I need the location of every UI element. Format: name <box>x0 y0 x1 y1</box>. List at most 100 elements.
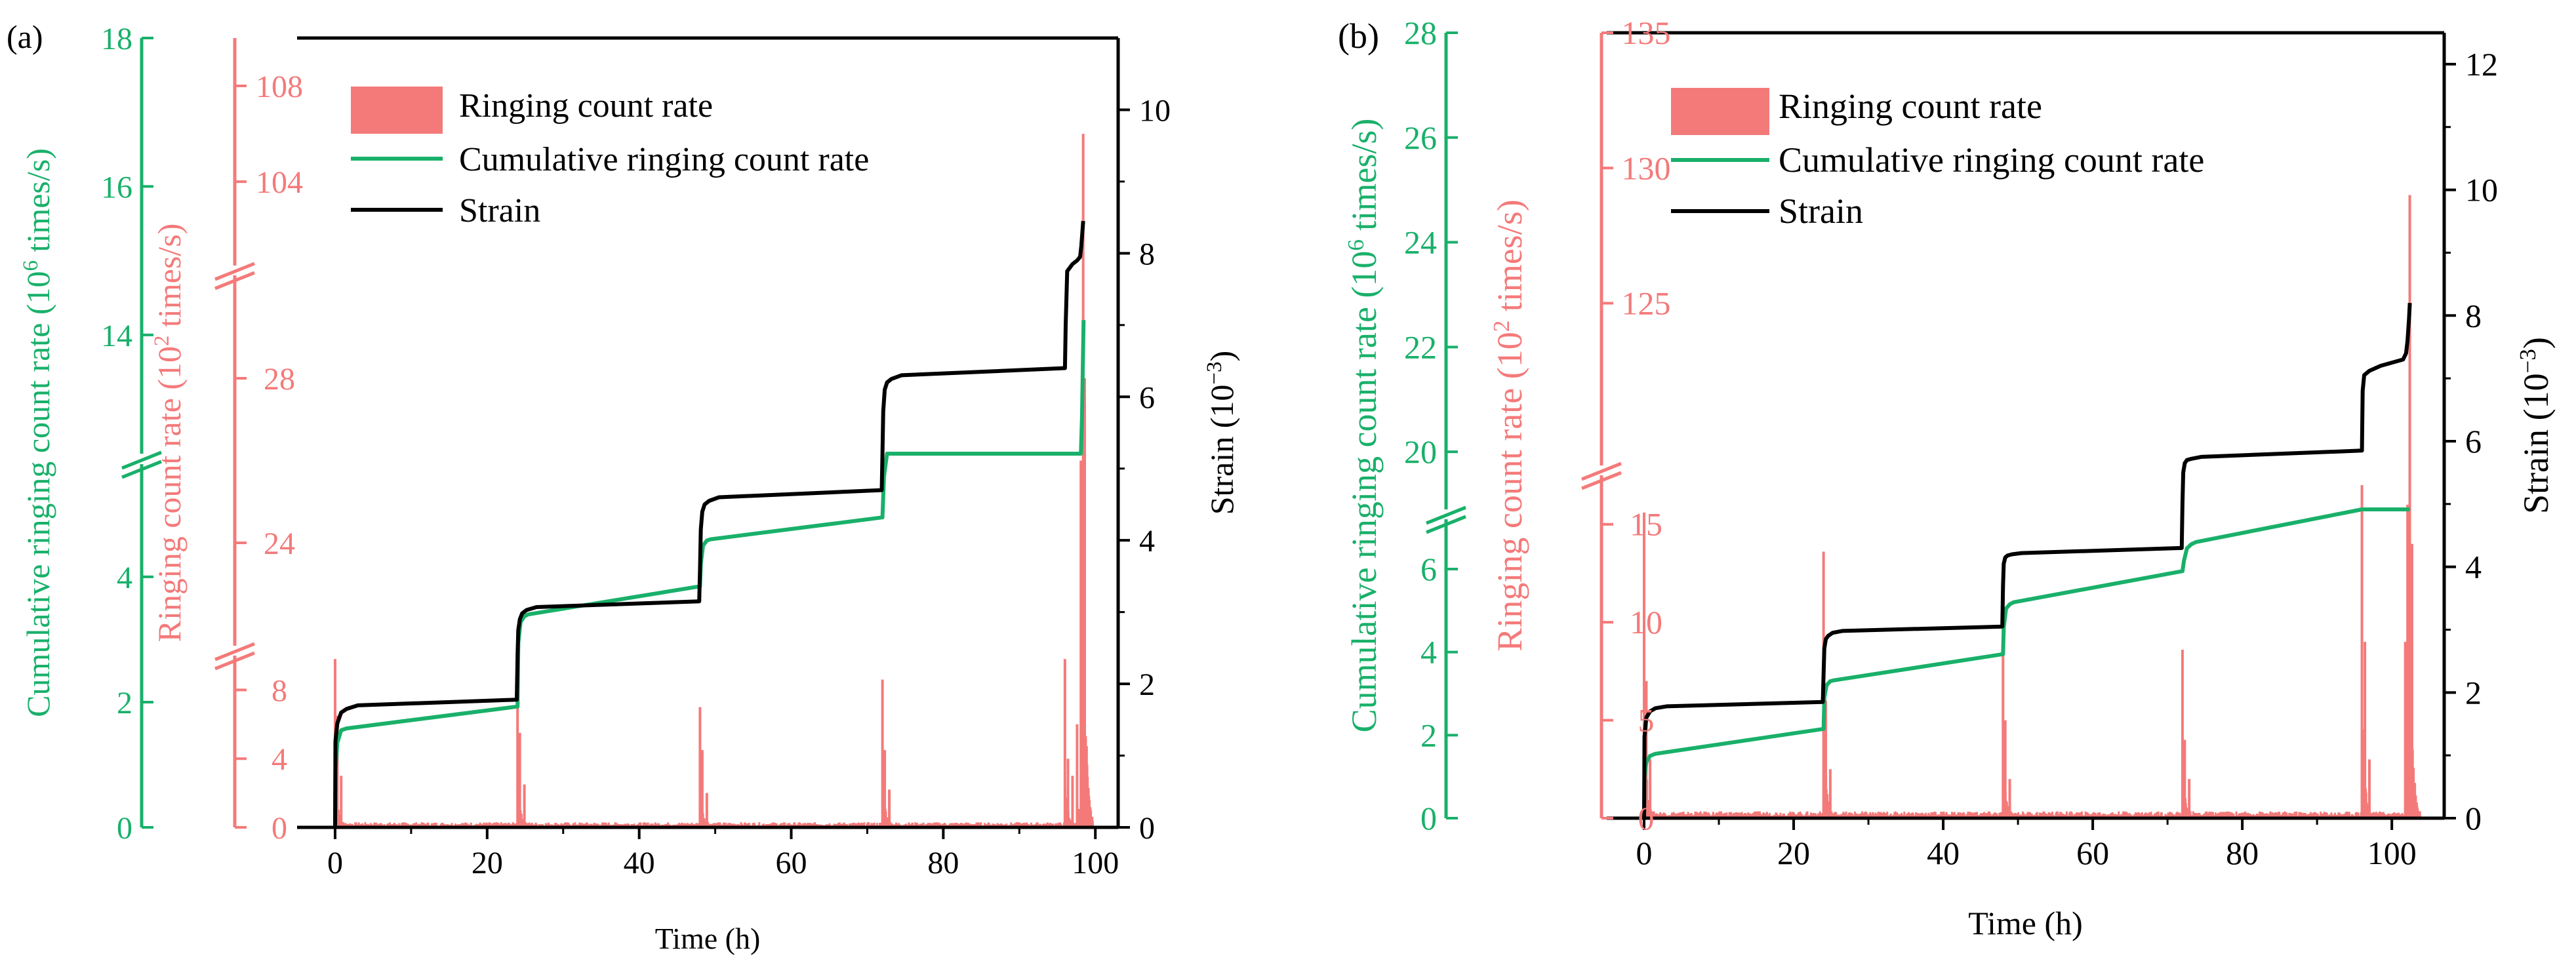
ringing-axis-label-sup: 2 <box>1489 321 1514 332</box>
strain-tick-label: 6 <box>1139 380 1155 415</box>
strain-axis-label: Strain (10−3) <box>2515 337 2556 514</box>
strain-series-line <box>333 220 1085 828</box>
strain-tick-label: 4 <box>2465 549 2482 585</box>
x-tick-label: 0 <box>1636 835 1653 871</box>
cumulative-axis-label-end: times/s) <box>20 148 56 260</box>
cumulative-axis-break <box>1426 505 1466 525</box>
ringing-tick-label: 0 <box>1638 800 1655 837</box>
cumulative-axis-label-sup: 6 <box>19 260 43 271</box>
ringing-tick-label: 8 <box>272 673 287 708</box>
strain-tick-label: 2 <box>2465 674 2482 711</box>
strain-tick-label: 6 <box>2465 423 2482 460</box>
strain-series-line <box>1642 302 2412 819</box>
legend: Ringing count rate Cumulative ringing cou… <box>1671 87 2204 231</box>
strain-tick-label: 0 <box>2465 800 2482 837</box>
cumulative-axis-label: Cumulative ringing count rate (106 times… <box>19 148 56 717</box>
ringing-axis-label-main: Ringing count rate (10 <box>1490 332 1529 651</box>
x-tick-label: 60 <box>776 846 807 880</box>
cumulative-tick-label: 18 <box>101 22 132 56</box>
cumulative-axis-break <box>121 450 162 470</box>
cumulative-tick-label: 4 <box>1420 634 1437 671</box>
ringing-tick-label: 125 <box>1622 285 1671 322</box>
ringing-tick-label: 4 <box>272 742 287 777</box>
strain-tick-label: 8 <box>1139 237 1155 271</box>
legend: Ringing count rate Cumulative ringing cou… <box>351 87 869 229</box>
ringing-axis-label-main: Ringing count rate (10 <box>151 346 188 642</box>
ringing-axis-label-end: times/s) <box>1490 199 1529 321</box>
x-tick-label: 0 <box>327 846 343 880</box>
x-tick-label: 40 <box>1927 835 1960 871</box>
cumulative-axis-break <box>1426 515 1466 534</box>
ringing-axis-break <box>214 271 255 290</box>
legend-swatch-ringing <box>1671 88 1769 135</box>
ringing-axis-break <box>1581 462 1622 481</box>
strain-tick-label: 0 <box>1139 811 1155 846</box>
x-tick-label: 100 <box>1072 846 1119 880</box>
cumulative-tick-label: 22 <box>1404 328 1437 365</box>
strain-axis-label-end: ) <box>1203 351 1240 362</box>
x-axis-label: Time (h) <box>1968 905 2083 941</box>
cumulative-tick-label: 0 <box>117 811 132 846</box>
legend-swatch-ringing <box>351 87 443 134</box>
ringing-tick-label: 10 <box>1630 604 1662 641</box>
ringing-series <box>1643 195 2421 818</box>
ringing-series <box>333 134 1094 827</box>
strain-tick-label: 10 <box>1139 93 1171 128</box>
strain-axis-label-end: ) <box>2516 337 2556 349</box>
panel-label: (b) <box>1338 16 1379 56</box>
x-tick-label: 80 <box>927 846 959 880</box>
ringing-axis-label: Ringing count rate (102 times/s) <box>1489 199 1530 651</box>
ringing-tick-label: 135 <box>1622 14 1671 51</box>
ringing-axis-break <box>214 262 255 281</box>
strain-tick-label: 4 <box>1139 524 1155 559</box>
strain-axis-label-main: Strain (10 <box>2516 373 2556 513</box>
ringing-axis-break <box>214 642 255 661</box>
ringing-axis-break <box>1581 471 1622 490</box>
legend-label: Strain <box>459 192 540 229</box>
ringing-tick-label: 28 <box>264 362 295 397</box>
x-tick-label: 60 <box>2076 835 2109 871</box>
cumulative-axis-label: Cumulative ringing count rate (106 times… <box>1343 119 1384 733</box>
strain-axis-label-main: Strain (10 <box>1203 385 1240 515</box>
cumulative-series-line <box>1642 507 2411 819</box>
strain-axis-label: Strain (10−3) <box>1203 351 1240 515</box>
cumulative-series-line <box>333 320 1086 828</box>
cumulative-tick-label: 14 <box>101 319 132 353</box>
cumulative-axis-label-main: Cumulative ringing count rate (10 <box>20 271 56 717</box>
legend-label: Strain <box>1779 191 1863 231</box>
legend-label: Cumulative ringing count rate <box>459 141 869 178</box>
x-tick-label: 20 <box>472 846 503 880</box>
legend-label: Ringing count rate <box>459 87 713 125</box>
strain-tick-label: 10 <box>2465 172 2498 208</box>
ringing-tick-label: 130 <box>1622 149 1671 186</box>
cumulative-tick-label: 24 <box>1404 224 1437 261</box>
ringing-tick-label: 108 <box>256 69 303 104</box>
cumulative-axis-label-main: Cumulative ringing count rate (10 <box>1344 251 1384 733</box>
ringing-axis-label: Ringing count rate (102 times/s) <box>150 224 188 642</box>
cumulative-tick-label: 20 <box>1404 433 1437 470</box>
x-tick-label: 20 <box>1777 835 1810 871</box>
strain-axis-label-sup: −3 <box>2515 349 2541 373</box>
cumulative-axis-label-sup: 6 <box>1343 239 1369 251</box>
strain-axis-label-sup: −3 <box>1203 361 1226 384</box>
cumulative-tick-label: 0 <box>1420 800 1437 837</box>
legend-label: Ringing count rate <box>1779 87 2042 126</box>
cumulative-tick-label: 26 <box>1404 119 1437 156</box>
panel-label: (a) <box>7 18 43 55</box>
cumulative-tick-label: 6 <box>1420 551 1437 587</box>
ringing-tick-label: 15 <box>1630 506 1662 543</box>
strain-tick-label: 12 <box>2465 46 2498 83</box>
cumulative-axis-break <box>121 460 162 479</box>
x-tick-label: 100 <box>2367 835 2417 871</box>
cumulative-tick-label: 28 <box>1404 14 1437 51</box>
legend-label: Cumulative ringing count rate <box>1779 140 2204 180</box>
strain-tick-label: 2 <box>1139 667 1155 702</box>
cumulative-tick-label: 2 <box>1420 717 1437 753</box>
ringing-axis-label-sup: 2 <box>150 336 174 347</box>
ringing-tick-label: 104 <box>256 165 303 200</box>
ringing-tick-label: 5 <box>1638 702 1655 739</box>
ringing-tick-label: 0 <box>272 811 287 846</box>
x-tick-label: 80 <box>2226 835 2259 871</box>
